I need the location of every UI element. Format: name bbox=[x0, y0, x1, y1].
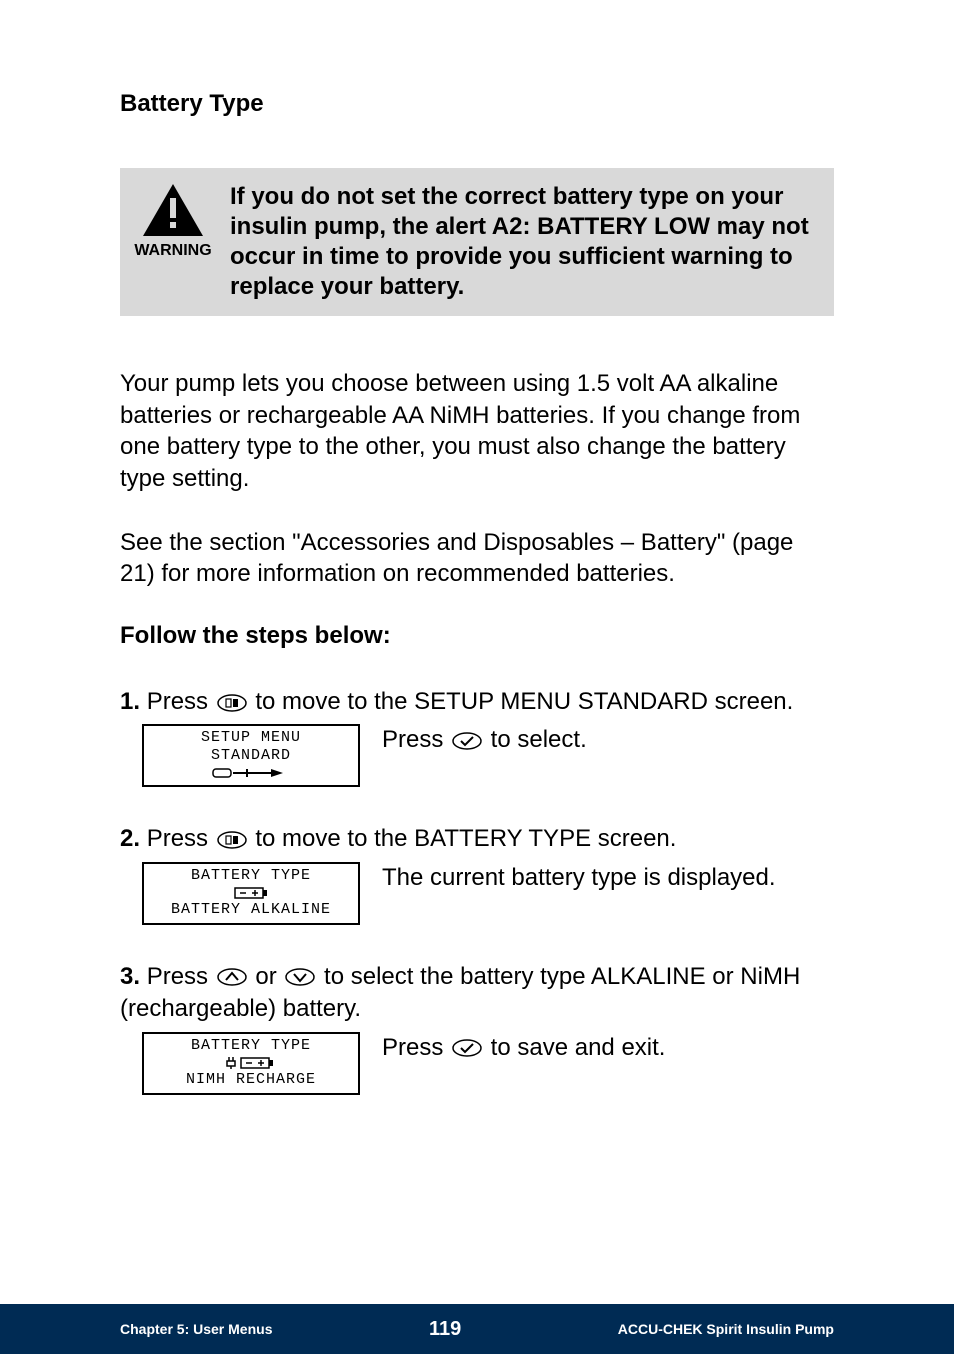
menu-button-icon bbox=[217, 694, 247, 712]
step-3-right-post: to save and exit. bbox=[484, 1034, 665, 1061]
down-button-icon bbox=[285, 968, 315, 986]
warning-text: If you do not set the correct battery ty… bbox=[230, 182, 816, 302]
page-footer: Chapter 5: User Menus 119 ACCU-CHEK Spir… bbox=[0, 1304, 954, 1354]
warning-label: WARNING bbox=[134, 242, 211, 260]
step-2: 2. Press to move to the BATTERY TYPE scr… bbox=[120, 823, 834, 924]
step-1-right-pre: Press bbox=[382, 726, 450, 753]
step-2-number: 2. bbox=[120, 825, 140, 852]
step-1-pre: Press bbox=[147, 688, 215, 715]
check-button-icon bbox=[452, 732, 482, 750]
body-paragraph-2: See the section "Accessories and Disposa… bbox=[120, 527, 834, 590]
step-1-number: 1. bbox=[120, 688, 140, 715]
steps-heading: Follow the steps below: bbox=[120, 622, 834, 650]
step-1-right: Press to select. bbox=[382, 724, 834, 756]
step-1: 1. Press to move to the SETUP MENU STAND… bbox=[120, 686, 834, 787]
lcd-1-graphic bbox=[211, 765, 291, 781]
step-1-instruction: 1. Press to move to the SETUP MENU STAND… bbox=[120, 686, 834, 718]
lcd-3-line-2: NIMH RECHARGE bbox=[186, 1072, 316, 1089]
lcd-1-line-1: SETUP MENU bbox=[201, 730, 301, 747]
footer-page-number: 119 bbox=[429, 1318, 461, 1341]
up-button-icon bbox=[217, 968, 247, 986]
step-3-instruction: 3. Press or to select the battery type A… bbox=[120, 961, 834, 1026]
step-3-right: Press to save and exit. bbox=[382, 1032, 834, 1064]
step-2-pre: Press bbox=[147, 825, 215, 852]
check-button-icon bbox=[452, 1039, 482, 1057]
lcd-3-graphic bbox=[225, 1055, 277, 1071]
lcd-1-line-2: STANDARD bbox=[211, 748, 291, 765]
step-3: 3. Press or to select the battery type A… bbox=[120, 961, 834, 1095]
warning-triangle-icon bbox=[141, 182, 205, 238]
lcd-2-line-2: BATTERY ALKALINE bbox=[171, 902, 331, 919]
section-title: Battery Type bbox=[120, 90, 834, 118]
warning-icon-column: WARNING bbox=[134, 182, 212, 260]
step-2-post: to move to the BATTERY TYPE screen. bbox=[249, 825, 677, 852]
step-2-instruction: 2. Press to move to the BATTERY TYPE scr… bbox=[120, 823, 834, 855]
step-3-number: 3. bbox=[120, 963, 140, 990]
lcd-2-graphic bbox=[233, 885, 269, 901]
body-paragraph-1: Your pump lets you choose between using … bbox=[120, 368, 834, 495]
step-1-right-post: to select. bbox=[484, 726, 587, 753]
lcd-3-line-1: BATTERY TYPE bbox=[191, 1038, 311, 1055]
step-2-right: The current battery type is displayed. bbox=[382, 862, 834, 894]
warning-box: WARNING If you do not set the correct ba… bbox=[120, 168, 834, 316]
lcd-screen-1: SETUP MENU STANDARD bbox=[142, 724, 360, 787]
lcd-screen-3: BATTERY TYPE NIMH RECHARGE bbox=[142, 1032, 360, 1095]
menu-button-icon bbox=[217, 831, 247, 849]
lcd-2-line-1: BATTERY TYPE bbox=[191, 868, 311, 885]
step-3-mid: or bbox=[249, 963, 284, 990]
step-1-post: to move to the SETUP MENU STANDARD scree… bbox=[249, 688, 794, 715]
step-3-pre: Press bbox=[147, 963, 215, 990]
footer-left: Chapter 5: User Menus bbox=[120, 1321, 272, 1337]
lcd-screen-2: BATTERY TYPE BATTERY ALKALINE bbox=[142, 862, 360, 925]
footer-right: ACCU-CHEK Spirit Insulin Pump bbox=[618, 1321, 834, 1337]
step-3-right-pre: Press bbox=[382, 1034, 450, 1061]
